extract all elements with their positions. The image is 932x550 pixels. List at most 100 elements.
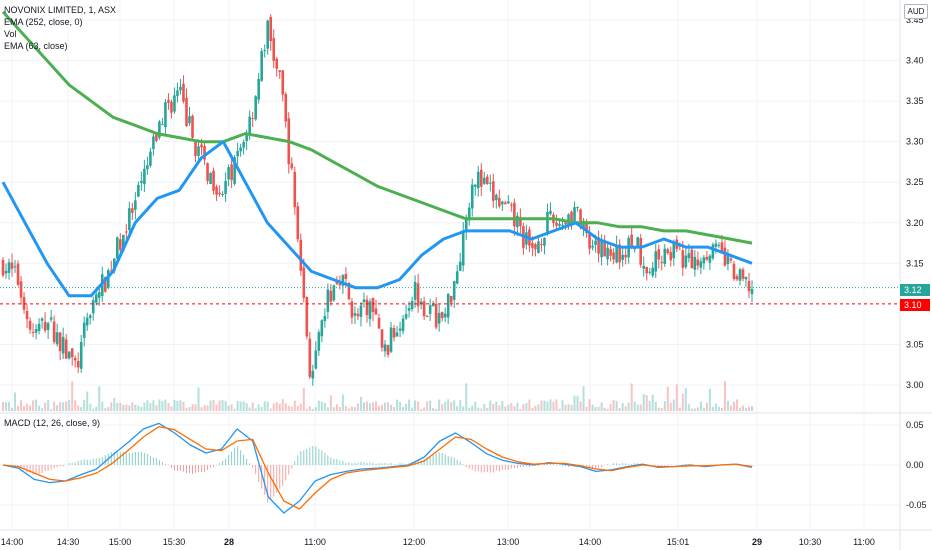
volume-bar — [362, 402, 365, 411]
candle-body — [215, 186, 218, 195]
candle-body — [492, 181, 495, 201]
volume-bar — [293, 400, 296, 411]
volume-bar — [350, 406, 353, 411]
candle-body — [741, 269, 745, 279]
volume-bar — [468, 407, 471, 411]
volume-bar — [609, 403, 612, 411]
volume-bar — [735, 399, 738, 411]
volume-bar — [263, 401, 266, 411]
candle-body — [618, 244, 621, 263]
volume-bar — [185, 408, 188, 411]
candle-body — [747, 280, 751, 292]
ema252-legend[interactable]: EMA (252, close, 0) — [4, 17, 83, 27]
candle-body — [392, 327, 396, 338]
volume-bar — [122, 404, 125, 411]
volume-bar — [684, 388, 687, 411]
volume-bar — [74, 400, 77, 411]
volume-bar — [275, 402, 278, 411]
volume-bar — [618, 408, 621, 411]
volume-bar — [531, 408, 534, 411]
volume-bar — [534, 405, 537, 411]
candle-body — [404, 314, 408, 319]
candle-body — [170, 101, 173, 113]
currency-button[interactable]: AUD — [904, 4, 928, 19]
volume-bar — [305, 408, 308, 411]
volume-bar — [396, 399, 399, 411]
volume-bar — [546, 401, 549, 411]
volume-bar — [606, 408, 609, 411]
macd-pane — [2, 422, 753, 514]
candle-body — [251, 118, 254, 120]
volume-bar — [522, 404, 525, 411]
symbol-title[interactable]: NOVONIX LIMITED, 1, ASX — [4, 5, 117, 15]
candle-body — [347, 283, 351, 300]
candle-body — [735, 276, 739, 280]
x-tick-label: 12:00 — [403, 537, 426, 547]
volume-bar — [666, 386, 669, 411]
candle-body — [651, 267, 655, 276]
candle-body — [669, 252, 673, 261]
volume-bar — [681, 393, 684, 411]
x-tick-label: 14:00 — [1, 537, 24, 547]
candle-body — [612, 252, 615, 260]
volume-bar — [564, 404, 567, 411]
volume-bar — [287, 405, 290, 411]
macd-line — [2, 422, 753, 514]
volume-bar — [209, 400, 212, 411]
candle-body — [564, 222, 567, 225]
candle-body — [245, 135, 248, 142]
volume-bar — [44, 402, 47, 411]
candle-body — [88, 315, 92, 318]
candle-body — [386, 345, 390, 355]
volume-bar — [68, 399, 71, 411]
volume-bar — [242, 401, 245, 411]
volume-bar — [374, 401, 377, 411]
candle-body — [458, 261, 462, 271]
candle-body — [332, 285, 336, 301]
volume-bar — [435, 408, 438, 411]
candle-body — [73, 357, 77, 361]
candle-body — [501, 201, 504, 205]
candle-body — [482, 177, 486, 184]
volume-bar — [338, 406, 341, 411]
volume-bar — [378, 405, 381, 411]
ema63-legend[interactable]: EMA (63, close) — [4, 41, 68, 51]
volume-bar — [582, 386, 585, 411]
volume-bar — [519, 408, 522, 411]
volume-bar — [483, 403, 486, 411]
volume-bar — [657, 407, 660, 411]
candle-body — [630, 234, 633, 248]
candle-body — [4, 270, 8, 274]
volume-bar — [471, 405, 474, 411]
candle-body — [516, 215, 519, 228]
candle-body — [479, 169, 483, 187]
volume-bar — [341, 394, 344, 411]
volume-bar — [537, 404, 540, 411]
candle-body — [146, 165, 149, 170]
volume-bar — [495, 401, 498, 411]
candle-body — [585, 221, 588, 234]
vol-legend[interactable]: Vol — [4, 29, 17, 39]
candle-body — [109, 270, 113, 272]
volume-bar — [110, 402, 113, 411]
volume-bar — [89, 403, 92, 411]
candle-body — [648, 271, 652, 273]
volume-bar — [179, 400, 182, 411]
volume-bar — [453, 400, 456, 411]
candle-body — [540, 243, 543, 245]
candle-body — [97, 292, 101, 298]
volume-bar — [230, 404, 233, 411]
volume-bar — [444, 401, 447, 411]
candle-body — [137, 184, 140, 197]
volume-bar — [399, 402, 402, 411]
candle-body — [112, 258, 116, 272]
volume-bar — [594, 407, 597, 411]
candle-body — [531, 243, 534, 248]
volume-bar — [738, 407, 741, 411]
volume-bar — [612, 399, 615, 411]
candle-body — [374, 308, 378, 315]
volume-bar — [92, 408, 95, 411]
candle-body — [513, 202, 516, 227]
macd-legend[interactable]: MACD (12, 26, close, 9) — [4, 418, 101, 428]
